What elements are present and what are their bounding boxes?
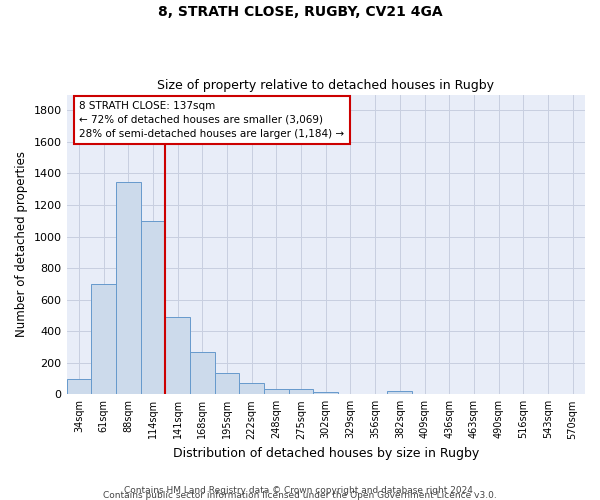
Bar — [239, 384, 264, 394]
Bar — [91, 284, 116, 395]
Text: 8 STRATH CLOSE: 137sqm
← 72% of detached houses are smaller (3,069)
28% of semi-: 8 STRATH CLOSE: 137sqm ← 72% of detached… — [79, 101, 344, 139]
Bar — [116, 182, 140, 394]
Y-axis label: Number of detached properties: Number of detached properties — [15, 152, 28, 338]
Bar — [289, 390, 313, 394]
Bar — [190, 352, 215, 395]
Text: Contains public sector information licensed under the Open Government Licence v3: Contains public sector information licen… — [103, 491, 497, 500]
Text: Contains HM Land Registry data © Crown copyright and database right 2024.: Contains HM Land Registry data © Crown c… — [124, 486, 476, 495]
X-axis label: Distribution of detached houses by size in Rugby: Distribution of detached houses by size … — [173, 447, 479, 460]
Title: Size of property relative to detached houses in Rugby: Size of property relative to detached ho… — [157, 79, 494, 92]
Bar — [215, 372, 239, 394]
Bar — [165, 317, 190, 394]
Bar — [264, 390, 289, 394]
Bar — [313, 392, 338, 394]
Bar — [140, 221, 165, 394]
Bar — [67, 379, 91, 394]
Text: 8, STRATH CLOSE, RUGBY, CV21 4GA: 8, STRATH CLOSE, RUGBY, CV21 4GA — [158, 5, 442, 19]
Bar — [388, 391, 412, 394]
